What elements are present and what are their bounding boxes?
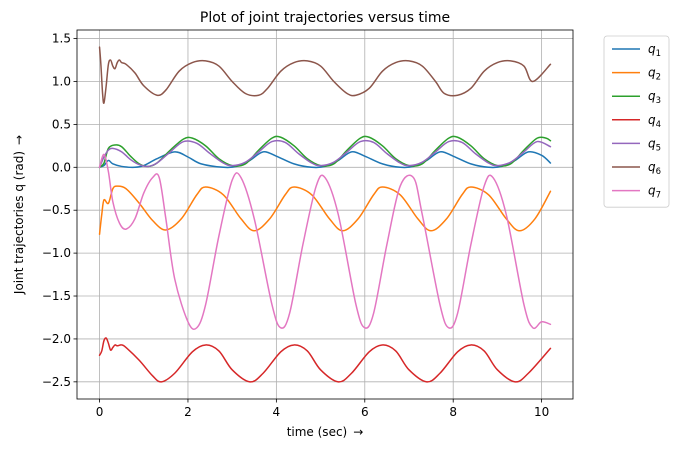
series-line-q3 — [98, 135, 552, 169]
series-line-q7 — [98, 153, 552, 331]
legend-item-q7: q7 — [612, 184, 661, 201]
legend-label: q2 — [648, 66, 661, 83]
series-line-q5 — [98, 139, 552, 169]
y-tick-label: 1.5 — [52, 32, 71, 46]
series-line-q1 — [98, 150, 552, 169]
legend-label: q4 — [648, 113, 661, 130]
chart-title: Plot of joint trajectories versus time — [200, 10, 450, 26]
x-tick-label: 4 — [273, 405, 281, 419]
legend: q1 q2 q3 q4 q5 q6 q7 — [603, 35, 670, 208]
legend-label: q5 — [648, 136, 661, 153]
legend-label: q3 — [648, 89, 661, 106]
legend-item-q6: q6 — [612, 160, 661, 177]
x-axis-label: time (sec) → — [287, 425, 364, 439]
y-tick-label: −1.0 — [42, 246, 71, 260]
x-axis-arrow: → — [353, 425, 363, 439]
legend-item-q3: q3 — [612, 89, 661, 106]
y-axis-label: Joint trajectories q (rad) → — [12, 135, 26, 295]
y-tick-label: 0.5 — [52, 117, 71, 131]
x-tick-label: 0 — [96, 405, 104, 419]
series-line-q2 — [98, 185, 552, 235]
series-line-q6 — [98, 46, 552, 104]
y-tick-label: −2.0 — [42, 332, 71, 346]
y-tick-label: 1.0 — [52, 74, 71, 88]
y-tick-label: −2.5 — [42, 375, 71, 389]
x-tick-label: 8 — [449, 405, 457, 419]
y-tick-label: −1.5 — [42, 289, 71, 303]
x-tick-label: 10 — [534, 405, 549, 419]
x-tick-label: 6 — [361, 405, 369, 419]
legend-label: q7 — [648, 184, 661, 201]
y-tick-label: −0.5 — [42, 203, 71, 217]
legend-label: q1 — [648, 42, 661, 59]
x-axis-label-text: time (sec) — [287, 425, 348, 439]
legend-frame — [603, 35, 670, 208]
legend-item-q1: q1 — [612, 42, 661, 59]
y-axis-arrow: → — [12, 135, 26, 145]
y-tick-label: 0.0 — [52, 160, 71, 174]
x-tick-label: 2 — [184, 405, 192, 419]
series-group — [98, 46, 552, 383]
plot-frame — [76, 29, 574, 400]
series-line-q4 — [98, 337, 552, 383]
legend-item-q4: q4 — [612, 113, 661, 130]
legend-item-q2: q2 — [612, 66, 661, 83]
y-axis-label-text: Joint trajectories q (rad) — [12, 151, 26, 295]
axis-ticks: 0 2 4 6 8 10 −2.5 −2.0 −1.5 −1.0 −0.5 0.0 0.5 1.0 1.5 — [42, 32, 549, 419]
legend-label: q6 — [648, 160, 661, 177]
grid — [77, 30, 573, 399]
legend-item-q5: q5 — [612, 136, 661, 153]
